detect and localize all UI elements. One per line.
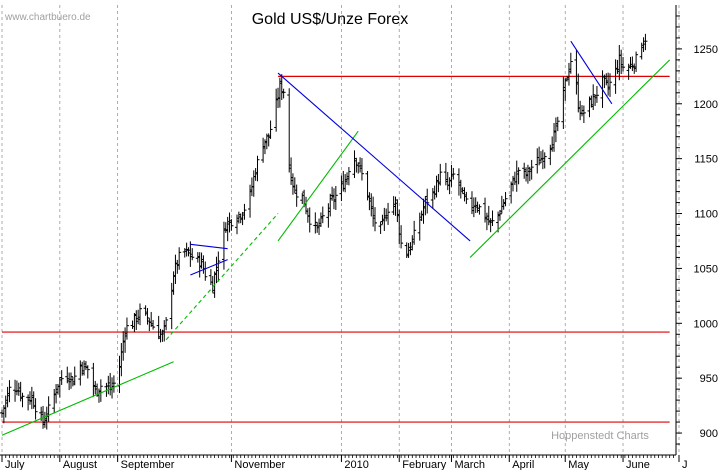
green-trendline [469, 59, 671, 258]
blue-trendline [570, 40, 613, 105]
x-month-label: July [5, 459, 25, 470]
green-trendline [277, 130, 359, 242]
x-month-label: September [121, 459, 175, 470]
x-month-label: February [402, 459, 447, 470]
watermark-text: www.chartbuero.de [4, 12, 91, 23]
y-tick-label: 1200 [694, 99, 718, 111]
ohlc-bars [0, 33, 648, 430]
y-tick-label: 950 [700, 373, 718, 385]
x-month-label: May [568, 459, 589, 470]
y-tick-label: 1050 [694, 263, 718, 275]
green-trendline [165, 213, 279, 341]
y-tick-label: 1000 [694, 318, 718, 330]
x-month-label: August [63, 459, 97, 470]
green-trendline [1, 361, 174, 436]
y-tick-label: 1100 [694, 209, 718, 221]
y-tick-label: 1250 [694, 44, 718, 56]
x-month-label: November [234, 459, 285, 470]
y-tick-label: 1150 [694, 154, 718, 166]
blue-trendline [190, 243, 228, 250]
x-month-label: June [626, 459, 650, 470]
y-tick-label: 900 [700, 428, 718, 440]
credit-text: Hoppenstedt Charts [551, 430, 649, 442]
axes: 900 950 1000 1050 1100 1150 1200 1250 July August… [0, 5, 718, 471]
trendlines [1, 40, 671, 436]
blue-trendline [277, 72, 471, 242]
chart-title: Gold US$/Unze Forex [252, 11, 409, 28]
x-month-label: 2010 [344, 459, 368, 470]
x-month-label: J [682, 459, 688, 470]
x-month-label: April [512, 459, 534, 470]
blue-trendline [190, 259, 228, 276]
x-month-label: March [454, 459, 485, 470]
